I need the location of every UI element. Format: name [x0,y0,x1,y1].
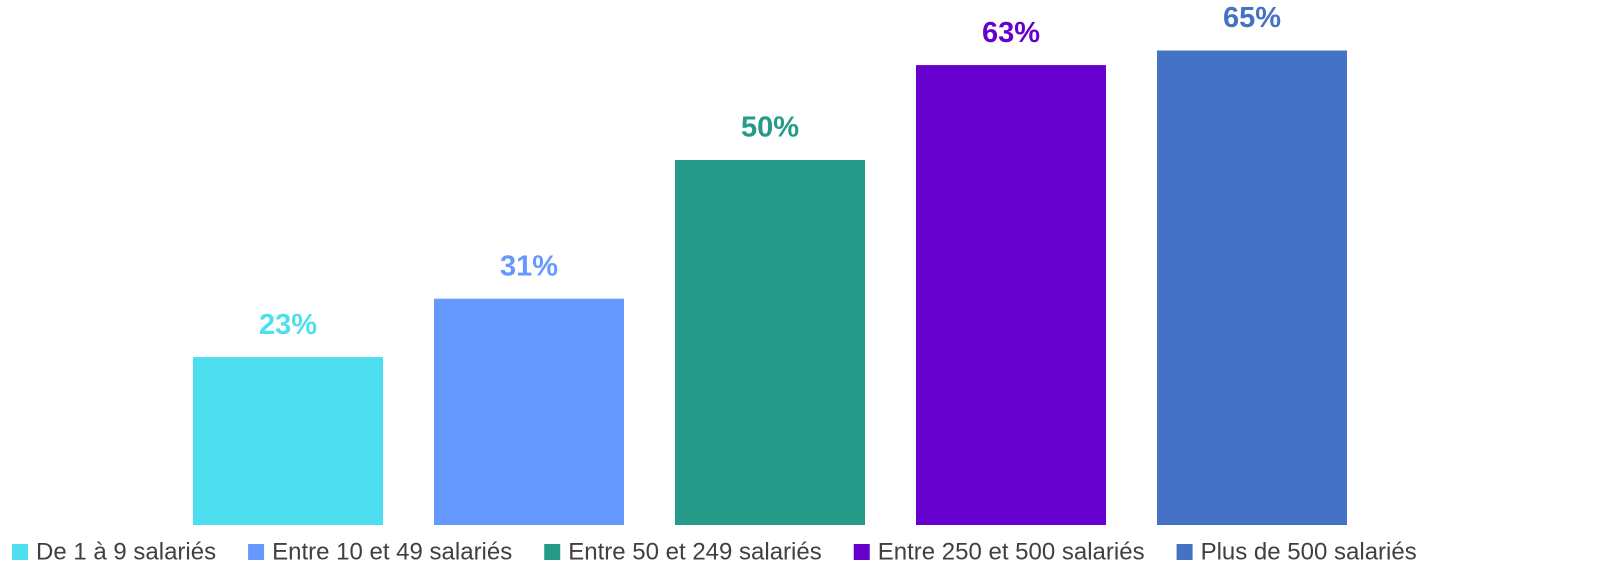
legend-swatch [544,544,561,560]
value-label: 65% [1223,2,1281,34]
legend-label: Entre 50 et 249 salariés [568,538,822,565]
value-label: 63% [982,17,1040,49]
legend-swatch [853,544,870,560]
bar [1157,50,1347,525]
legend-swatch [248,544,265,560]
bar [916,65,1106,525]
legend-label: De 1 à 9 salariés [36,538,216,565]
legend-swatch [1176,544,1193,560]
value-label: 23% [259,309,317,341]
legend-swatch [12,544,28,560]
legend-label: Entre 250 et 500 salariés [878,538,1145,565]
value-label: 50% [741,112,799,144]
legend-label: Entre 10 et 49 salariés [272,538,512,565]
legend-label: Plus de 500 salariés [1201,538,1417,565]
bar [193,357,383,525]
value-label: 31% [500,250,558,282]
bar [675,160,865,525]
bar [434,298,624,525]
